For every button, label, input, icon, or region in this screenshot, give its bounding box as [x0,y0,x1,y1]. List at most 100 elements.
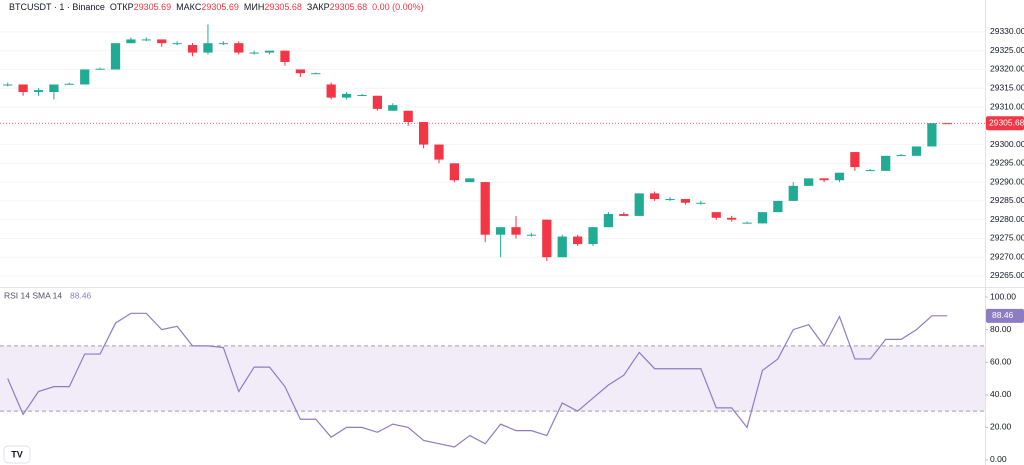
candle-body [573,236,583,245]
y-tick-label: 80.00 [990,324,1012,334]
candle-body [126,39,136,44]
y-tick-label: 40.00 [990,389,1012,399]
candle-body [942,123,952,125]
candle-body [927,123,937,147]
candle-body [634,193,644,216]
candle-body [326,84,336,98]
candle-body [110,43,121,70]
ohlc-value: 29305.69 [201,2,239,12]
candle-body [650,193,660,200]
candle-body [542,219,552,258]
candle-body [865,170,875,172]
rsi-band [0,345,985,412]
y-tick-label: 29295.00 [990,158,1024,168]
candle-body [49,84,59,92]
candle-body [819,178,829,181]
ohlc-value: 29305.68 [264,2,302,12]
y-tick-label: 20.00 [990,422,1012,432]
y-tick-label: 29330.00 [990,26,1024,36]
y-tick-label: 29265.00 [990,270,1024,280]
candle-body [33,90,44,92]
last-price-tag [986,116,1024,131]
candle-body [3,84,13,86]
y-tick-label: 29315.00 [990,82,1024,92]
candle-body [249,52,259,54]
y-tick-label: 29280.00 [990,214,1024,224]
y-tick-label: 29270.00 [990,251,1024,261]
candle-body [95,68,105,70]
candle-body [911,146,922,156]
y-tick-label: 29290.00 [990,176,1024,186]
ohlc-value: 29305.69 [134,2,172,12]
y-tick-label: 60.00 [990,356,1012,366]
candle-body [280,50,290,62]
rsi-line [7,312,948,448]
ohlc-label: МИН [244,2,264,12]
y-tick-label: 29300.00 [990,139,1024,149]
y-tick-label: 29320.00 [990,64,1024,74]
candle-body [388,105,398,111]
candle-body [757,212,768,224]
candle-body [203,43,213,53]
candle-body [603,214,614,228]
candle-body [511,227,521,235]
candle-body [372,95,382,109]
candle-body [526,234,537,236]
symbol-title: BTCUSDT · 1 · Binance [9,2,105,12]
ohlc-label: МАКС [176,2,202,12]
y-tick-label: 0.00 [990,454,1007,464]
candle-body [218,43,228,45]
rsi-value-label: 88.46 [70,290,92,300]
last-price-label: 29305.68 [989,117,1024,127]
candle-body [357,95,367,96]
candle-body [187,45,198,53]
rsi-value-tag [986,308,1024,323]
candle-body [588,227,598,245]
candle-body [696,202,706,204]
ohlc-label: ОТКР [110,2,134,12]
candle-body [311,73,321,75]
candle-body [465,178,475,183]
candle-body [850,152,860,168]
y-tick-label: 29310.00 [990,101,1024,111]
candle-body [495,227,506,235]
rsi-title: RSI 14 SMA 14 [4,290,62,300]
candle-body [804,178,814,186]
candle-body [480,182,490,235]
candle-body [834,172,845,181]
svg-text:TV: TV [11,449,23,459]
y-tick-label: 29275.00 [990,233,1024,243]
candle-body [80,69,90,85]
candle-body [619,214,629,216]
candle-body [172,43,182,45]
legend: BTCUSDT · 1 · Binance ОТКР29305.69 МАКС293… [9,2,424,12]
candle-body [141,39,151,41]
y-tick-label: 100.00 [990,291,1016,301]
candle-body [680,199,691,203]
y-tick-label: 29285.00 [990,195,1024,205]
candle-body [295,69,305,74]
candle-body [157,39,167,44]
candle-body [264,50,275,53]
ohlc-label: ЗАКР [307,2,330,12]
candle-body [64,83,74,85]
candle-body [434,144,444,160]
candle-body [665,199,675,201]
change: 0.00 (0.00%) [372,2,424,12]
candle-body [403,110,413,123]
candle-body [896,155,906,157]
rsi-value-axis-label: 88.46 [992,310,1014,320]
candle-body [773,200,783,213]
y-tick-label: 29325.00 [990,45,1024,55]
candle-body [234,43,244,53]
candle-body [881,155,891,171]
candle-body [742,222,752,224]
candle-body [788,185,798,201]
candle-body [341,93,352,98]
candle-body [18,84,28,92]
tv-logo: TV [3,445,31,464]
candle-body [557,236,567,258]
candle-body [727,217,737,220]
